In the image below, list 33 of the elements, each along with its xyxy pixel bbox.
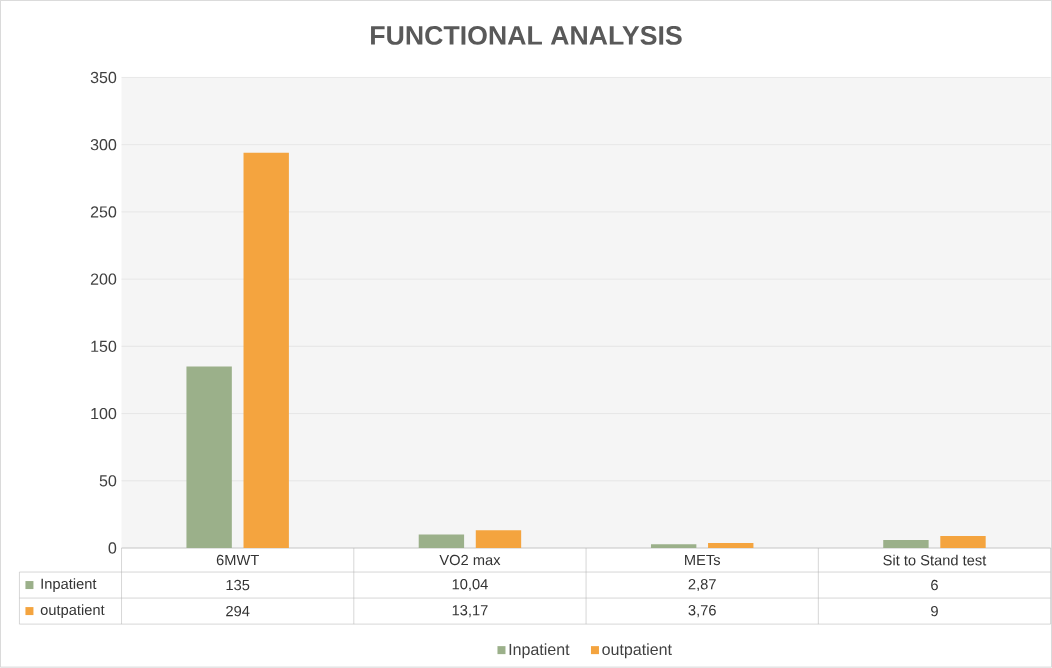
bar — [475, 530, 522, 549]
text: Inpatient — [509, 643, 570, 659]
bar — [186, 366, 232, 549]
bar — [883, 540, 929, 549]
data-label: 9 — [931, 606, 938, 617]
x-tick-label: 6MWT — [216, 555, 259, 566]
y-tick-label: 100 — [91, 408, 117, 420]
data-label: 135 — [226, 580, 250, 591]
bar — [243, 152, 289, 549]
x-tick-label: METs — [685, 555, 721, 566]
x-tick-label: VO2 max — [439, 555, 501, 566]
x-tick-label: Sit to Stand test — [883, 554, 987, 566]
y-tick-label: 250 — [90, 206, 117, 218]
text: outpatient — [40, 604, 105, 619]
bar — [708, 543, 754, 549]
y-tick-label: 350 — [90, 72, 117, 84]
y-tick-label: 0 — [108, 542, 117, 554]
data-label: 10,04 — [452, 579, 488, 592]
y-tick-label: 50 — [99, 475, 117, 487]
y-tick-label: 150 — [91, 340, 117, 353]
data-label: 3,76 — [688, 605, 716, 618]
data-label: 13,17 — [452, 605, 488, 618]
data-label: 2,87 — [688, 579, 716, 592]
bar — [650, 544, 697, 549]
legend-label: Inpatient — [41, 578, 97, 593]
y-tick-label: 300 — [90, 139, 117, 151]
y-tick-label: 200 — [90, 273, 117, 286]
legend-label: outpatient — [602, 643, 672, 659]
bar — [418, 534, 465, 549]
data-label: 294 — [226, 606, 250, 617]
bar — [940, 536, 986, 549]
chart-title: FUNCTIONAL ANALYSIS — [371, 26, 682, 46]
data-label: 6 — [931, 580, 938, 591]
